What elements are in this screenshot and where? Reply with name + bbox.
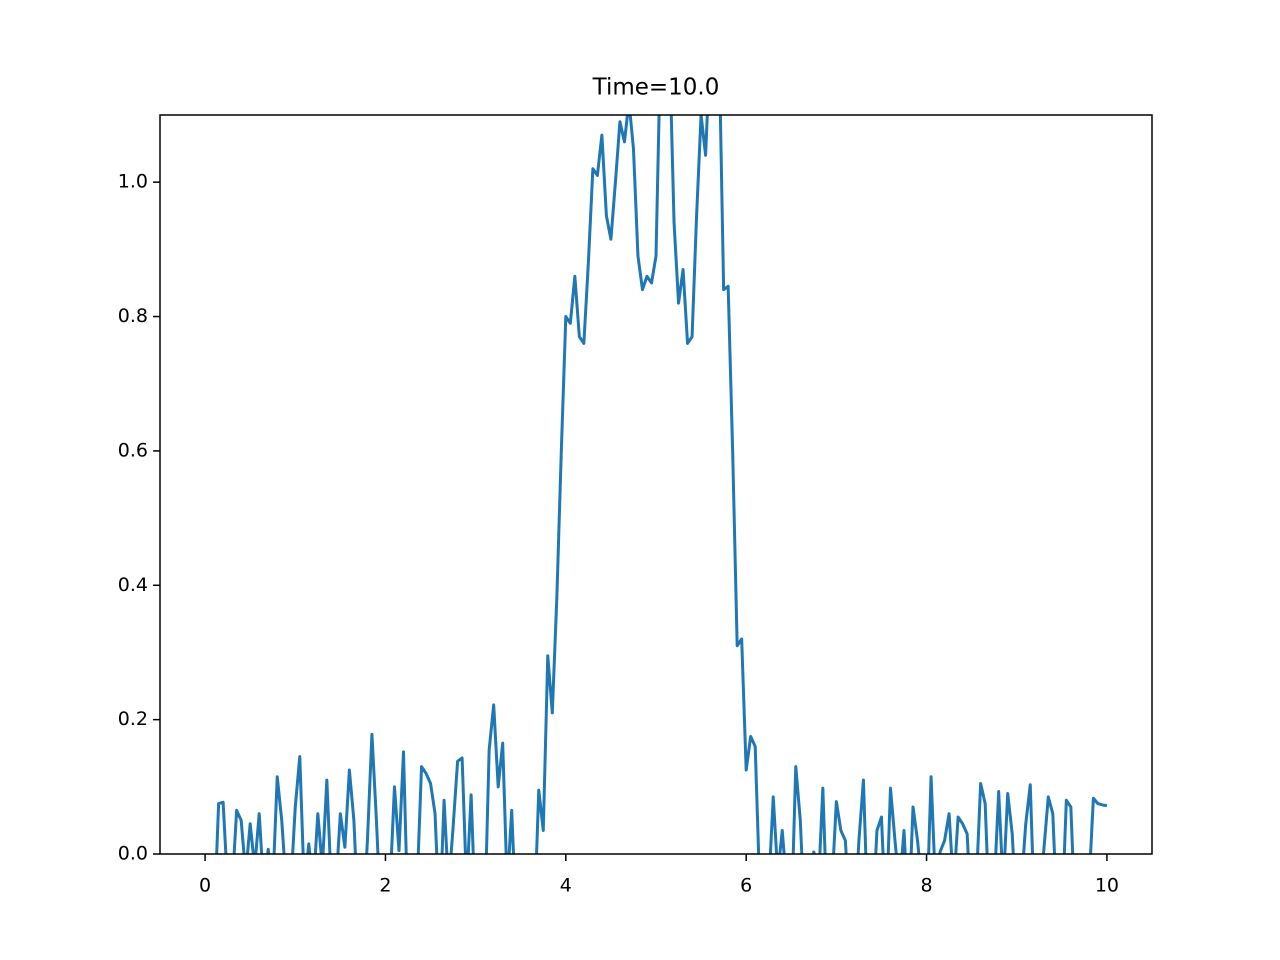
- x-tick-label: 6: [740, 875, 752, 897]
- x-tick-label: 8: [920, 875, 932, 897]
- y-tick-label: 0.6: [118, 439, 148, 461]
- y-tick-label: 0.2: [118, 708, 148, 730]
- x-tick-label: 10: [1095, 875, 1119, 897]
- plot-frame: [159, 114, 1153, 855]
- x-tick-label: 2: [379, 875, 391, 897]
- x-tick-label: 4: [560, 875, 572, 897]
- y-tick-label: 0.8: [118, 305, 148, 327]
- y-tick-label: 0.4: [118, 574, 148, 596]
- x-tick-label: 0: [199, 875, 211, 897]
- y-tick-label: 1.0: [118, 171, 148, 193]
- chart-title: Time=10.0: [592, 75, 720, 101]
- y-tick-label: 0.0: [118, 843, 148, 865]
